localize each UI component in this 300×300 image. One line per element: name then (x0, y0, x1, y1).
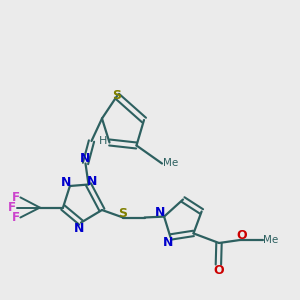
Text: O: O (213, 263, 224, 277)
Text: N: N (155, 206, 165, 219)
Text: N: N (74, 221, 84, 235)
Text: O: O (237, 229, 248, 242)
Text: F: F (12, 191, 20, 204)
Text: N: N (61, 176, 71, 190)
Text: Me: Me (263, 235, 278, 245)
Text: S: S (118, 207, 127, 220)
Text: F: F (12, 211, 20, 224)
Text: N: N (163, 236, 173, 249)
Text: N: N (80, 152, 91, 166)
Text: Me: Me (164, 158, 178, 169)
Text: H: H (99, 136, 107, 146)
Text: N: N (87, 175, 97, 188)
Text: S: S (112, 89, 122, 103)
Text: F: F (8, 201, 16, 214)
